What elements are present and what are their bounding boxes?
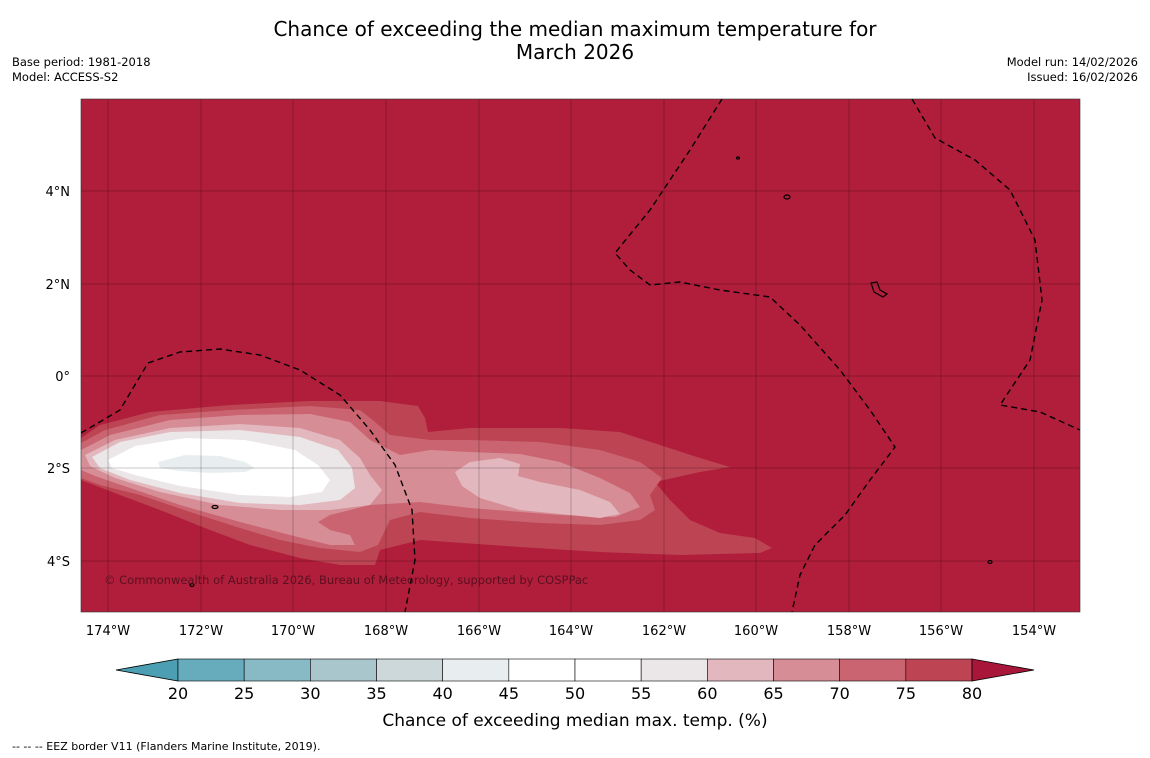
colorbar: 20 25 30 35 40 45 50 55 60 65 70 75 80 Chance of exc… <box>115 658 1035 731</box>
colorbar-over-arrow <box>971 658 1035 682</box>
islands <box>189 156 993 588</box>
eez-border <box>614 99 896 612</box>
graticule <box>81 99 1080 612</box>
colorbar-segment <box>574 658 642 682</box>
colorbar-tick-label: 50 <box>565 684 585 703</box>
island <box>870 281 889 298</box>
eez-borders <box>81 99 1080 612</box>
lon-label: 160°W <box>734 624 778 639</box>
lon-label: 174°W <box>86 624 130 639</box>
colorbar-segment <box>773 658 840 682</box>
colorbar-tick-label: 45 <box>499 684 519 703</box>
eez-border <box>911 99 1080 431</box>
probability-contours <box>81 401 772 565</box>
island <box>189 582 195 588</box>
colorbar-segment <box>310 658 377 682</box>
colorbar-tick-label: 40 <box>432 684 452 703</box>
title-line-1: Chance of exceeding the median maximum t… <box>273 17 877 41</box>
issued-text: Issued: 16/02/2026 <box>1027 70 1138 84</box>
lon-label: 168°W <box>364 624 408 639</box>
meta-right: Model run: 14/02/2026 Issued: 16/02/2026 <box>1007 55 1138 85</box>
colorbar-segment <box>707 658 774 682</box>
colorbar-segment <box>376 658 443 682</box>
lon-label: 154°W <box>1012 624 1056 639</box>
contour-60-east <box>455 458 620 518</box>
island <box>211 504 219 510</box>
colorbar-under-arrow <box>115 658 179 682</box>
colorbar-segments <box>177 658 973 682</box>
colorbar-segment <box>905 658 973 682</box>
base-period-text: Base period: 1981-2018 <box>12 55 151 69</box>
lat-labels: 4°N 2°N 0° 2°S 4°S <box>46 185 71 570</box>
lat-label: 2°N <box>46 278 71 293</box>
colorbar-tick-label: 55 <box>631 684 651 703</box>
colorbar-segment <box>508 658 576 682</box>
lon-label: 170°W <box>271 624 315 639</box>
meta-left: Base period: 1981-2018 Model: ACCESS-S2 <box>12 55 151 85</box>
island <box>735 156 741 160</box>
lat-label: 0° <box>55 370 70 385</box>
lon-label: 172°W <box>179 624 223 639</box>
colorbar-segment <box>243 658 311 682</box>
eez-border <box>81 348 416 612</box>
model-run-text: Model run: 14/02/2026 <box>1006 55 1138 69</box>
lon-label: 164°W <box>549 624 593 639</box>
lon-label: 162°W <box>642 624 686 639</box>
colorbar-tick-label: 25 <box>234 684 254 703</box>
colorbar-tick-label: 65 <box>763 684 783 703</box>
colorbar-tick-label: 60 <box>697 684 717 703</box>
title-line-2: March 2026 <box>515 40 635 64</box>
lat-label: 2°S <box>47 462 70 477</box>
copyright-text: © Commonwealth of Australia 2026, Bureau… <box>104 573 588 587</box>
colorbar-tick-label: 30 <box>300 684 320 703</box>
model-text: Model: ACCESS-S2 <box>12 70 119 84</box>
colorbar-ticks: 20 25 30 35 40 45 50 55 60 65 70 75 80 <box>168 684 982 703</box>
colorbar-title: Chance of exceeding median max. temp. (%… <box>382 711 767 731</box>
colorbar-tick-label: 70 <box>829 684 849 703</box>
lon-label: 158°W <box>827 624 871 639</box>
island <box>783 194 791 200</box>
colorbar-segment <box>177 658 245 682</box>
colorbar-tick-label: 35 <box>366 684 386 703</box>
lon-label: 166°W <box>457 624 501 639</box>
colorbar-segment <box>640 658 708 682</box>
contour-40 <box>158 455 255 473</box>
map-frame <box>80 98 1081 613</box>
colorbar-segment <box>442 658 510 682</box>
lat-label: 4°S <box>47 555 70 570</box>
lon-label: 156°W <box>919 624 963 639</box>
lon-labels: 174°W 172°W 170°W 168°W 166°W 164°W 162°… <box>86 624 1056 639</box>
lat-label: 4°N <box>46 185 71 200</box>
map-title: Chance of exceeding the median maximum t… <box>0 18 1150 64</box>
colorbar-tick-label: 75 <box>896 684 916 703</box>
colorbar-tick-label: 20 <box>168 684 188 703</box>
colorbar-tick-label: 80 <box>962 684 982 703</box>
island <box>987 559 993 565</box>
colorbar-segment <box>839 658 907 682</box>
eez-legend-note: -- -- -- EEZ border V11 (Flanders Marine… <box>12 740 321 753</box>
